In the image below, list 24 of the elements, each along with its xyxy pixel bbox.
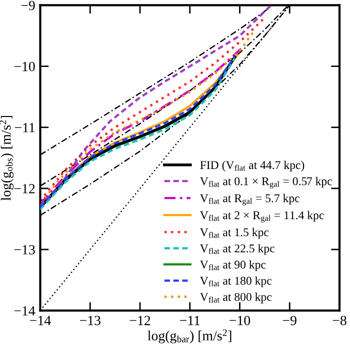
- y-axis-title: log(g$_{obs}$) [m/s$^{2}$]: [0, 116, 14, 201]
- x-tick-label: −13: [80, 316, 100, 326]
- legend-label: V$_{flat}$ at 22.5 kpc: [200, 244, 274, 255]
- x-tick-label: −12: [130, 316, 150, 326]
- legend-label: V$_{flat}$ at 800 kpc: [200, 292, 272, 304]
- x-tick-label: −14: [30, 316, 51, 326]
- legend-label: V$_{flat}$ at 0.1 × R$_{gal}$ = 0.57 kpc: [200, 176, 332, 189]
- x-tick-label: −11: [180, 316, 200, 326]
- x-tick-label: −9: [282, 316, 296, 326]
- legend-label: FID (V$_{flat}$ at 44.7 kpc): [200, 160, 304, 172]
- y-tick-label: −12: [14, 184, 35, 194]
- y-tick-label: −11: [14, 123, 35, 132]
- x-axis-title: log(g$_{bar}$) [m/s$^{2}$]: [148, 329, 232, 344]
- legend-label: V$_{flat}$ at 90 kpc: [200, 260, 266, 271]
- x-tick-label: −10: [230, 316, 250, 326]
- y-tick-label: −13: [14, 245, 35, 254]
- legend-label: V$_{flat}$ at 2 × R$_{gal}$ = 11.4 kpc: [200, 210, 324, 223]
- legend-label: V$_{flat}$ at R$_{gal}$ = 5.7 kpc: [200, 194, 300, 206]
- y-tick-label: −10: [14, 62, 35, 72]
- legend-label: V$_{flat}$ at 1.5 kpc: [200, 228, 269, 239]
- legend-label: V$_{flat}$ at 180 kpc: [200, 276, 272, 288]
- x-tick-label: −8: [332, 316, 346, 326]
- y-tick-label: −14: [14, 306, 36, 316]
- y-tick-label: −9: [21, 0, 35, 10]
